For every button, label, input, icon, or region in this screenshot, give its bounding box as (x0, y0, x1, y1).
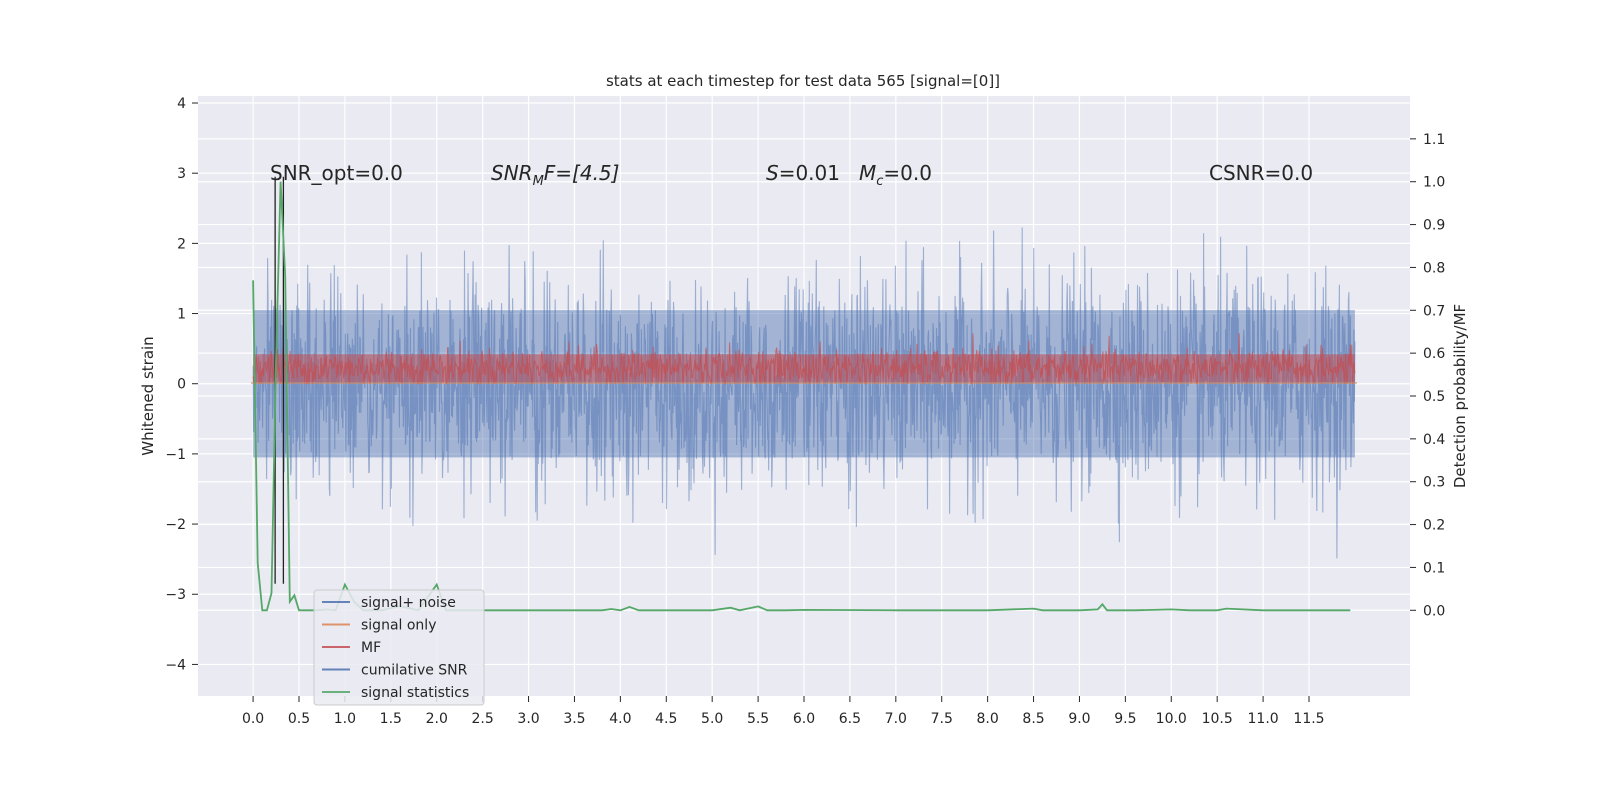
right-tick-label: 0.2 (1423, 518, 1445, 534)
annotation-snr-mf-rest: F=[4.5] (544, 161, 620, 185)
legend-box (313, 589, 485, 706)
x-tick-label: 8.5 (1022, 711, 1044, 727)
y-tick-label: 4 (177, 96, 186, 112)
annotation-s-value: =0.01 (779, 161, 840, 185)
legend-label: signal only (361, 618, 436, 634)
x-tick-label: 7.5 (931, 711, 953, 727)
x-tick-label: 2.0 (426, 711, 448, 727)
annotation-snr-opt: SNR_opt=0.0 (270, 161, 403, 185)
annotation-s-symbol: S (766, 161, 779, 185)
x-tick-label: 10.0 (1156, 711, 1187, 727)
x-tick-label: 4.5 (655, 711, 677, 727)
right-tick-label: 1.1 (1423, 132, 1445, 148)
x-tick-label: 2.5 (472, 711, 494, 727)
right-axis-ticks: 1.1 1.0 0.9 0.8 0.7 0.6 0.5 0.4 0.3 0.2 0.1 0.0 (1410, 132, 1445, 619)
legend-label: cumilative SNR (361, 663, 468, 679)
right-tick-label: 1.0 (1423, 175, 1445, 191)
mf-line (252, 333, 1356, 385)
y-tick-label: 3 (177, 166, 186, 182)
right-axis-label: Detection probability/MF (1451, 304, 1469, 488)
annotation-snr-mf: SNRMF=[4.5] (491, 161, 619, 189)
y-tick-label: −2 (165, 517, 186, 533)
x-tick-label: 6.5 (839, 711, 861, 727)
signal-statistics-line (252, 181, 1351, 612)
mf-series (252, 333, 1356, 385)
signal-statistics-series (252, 181, 1351, 612)
x-tick-label: 1.0 (334, 711, 356, 727)
right-tick-label: 0.1 (1423, 560, 1445, 576)
annotation-snr-mf-sub: M (533, 174, 544, 189)
annotation-mc-value: =0.0 (883, 161, 932, 185)
x-axis-ticks: 0.0 0.5 1.0 1.5 2.0 2.5 3.0 3.5 4.0 4.5 5.0 5.5 6.0 6… (242, 696, 1325, 727)
y-axis-label: Whitened strain (139, 336, 157, 455)
annotation-mc: Mc=0.0 (859, 161, 932, 189)
annotation-snr-mf-main: SNR (491, 161, 533, 185)
x-tick-label: 8.0 (977, 711, 999, 727)
x-tick-label: 3.5 (563, 711, 585, 727)
x-tick-label: 3.0 (517, 711, 539, 727)
y-tick-label: 2 (177, 236, 186, 252)
annotation-s: S=0.01 (766, 161, 840, 185)
x-tick-label: 5.5 (747, 711, 769, 727)
y-tick-label: −1 (165, 447, 186, 463)
legend: signal+ noise signal only MF cumilative SNR… (313, 589, 485, 706)
annotation-mc-sub: c (876, 174, 883, 189)
y-tick-label: −4 (165, 657, 186, 673)
x-tick-label: 10.5 (1202, 711, 1233, 727)
right-tick-label: 0.6 (1423, 346, 1445, 362)
right-tick-label: 0.7 (1423, 303, 1445, 319)
x-tick-label: 6.0 (793, 711, 815, 727)
annotation-mc-symbol: M (859, 161, 876, 185)
right-tick-label: 0.9 (1423, 218, 1445, 234)
legend-label: signal+ noise (361, 595, 456, 611)
right-tick-label: 0.5 (1423, 389, 1445, 405)
y-tick-label: −3 (165, 587, 186, 603)
right-tick-label: 0.4 (1423, 432, 1445, 448)
chart-title: stats at each timestep for test data 565… (606, 72, 1000, 90)
y-tick-label: 1 (177, 307, 186, 323)
x-tick-label: 11.5 (1293, 711, 1324, 727)
x-tick-label: 0.0 (242, 711, 264, 727)
x-tick-label: 9.0 (1068, 711, 1090, 727)
right-tick-label: 0.8 (1423, 260, 1445, 276)
x-tick-label: 11.0 (1248, 711, 1279, 727)
legend-label: signal statistics (361, 685, 469, 701)
annotation-csnr: CSNR=0.0 (1209, 161, 1313, 185)
x-tick-label: 1.5 (380, 711, 402, 727)
x-tick-label: 5.0 (701, 711, 723, 727)
right-tick-label: 0.0 (1423, 603, 1445, 619)
y-axis-ticks: 4 3 2 1 0 −1 −2 −3 −4 (165, 96, 198, 673)
y-tick-label: 0 (177, 377, 186, 393)
legend-label: MF (361, 640, 381, 656)
x-tick-label: 7.0 (885, 711, 907, 727)
right-tick-label: 0.3 (1423, 475, 1445, 491)
x-tick-label: 4.0 (609, 711, 631, 727)
x-tick-label: 9.5 (1114, 711, 1136, 727)
x-tick-label: 0.5 (288, 711, 310, 727)
